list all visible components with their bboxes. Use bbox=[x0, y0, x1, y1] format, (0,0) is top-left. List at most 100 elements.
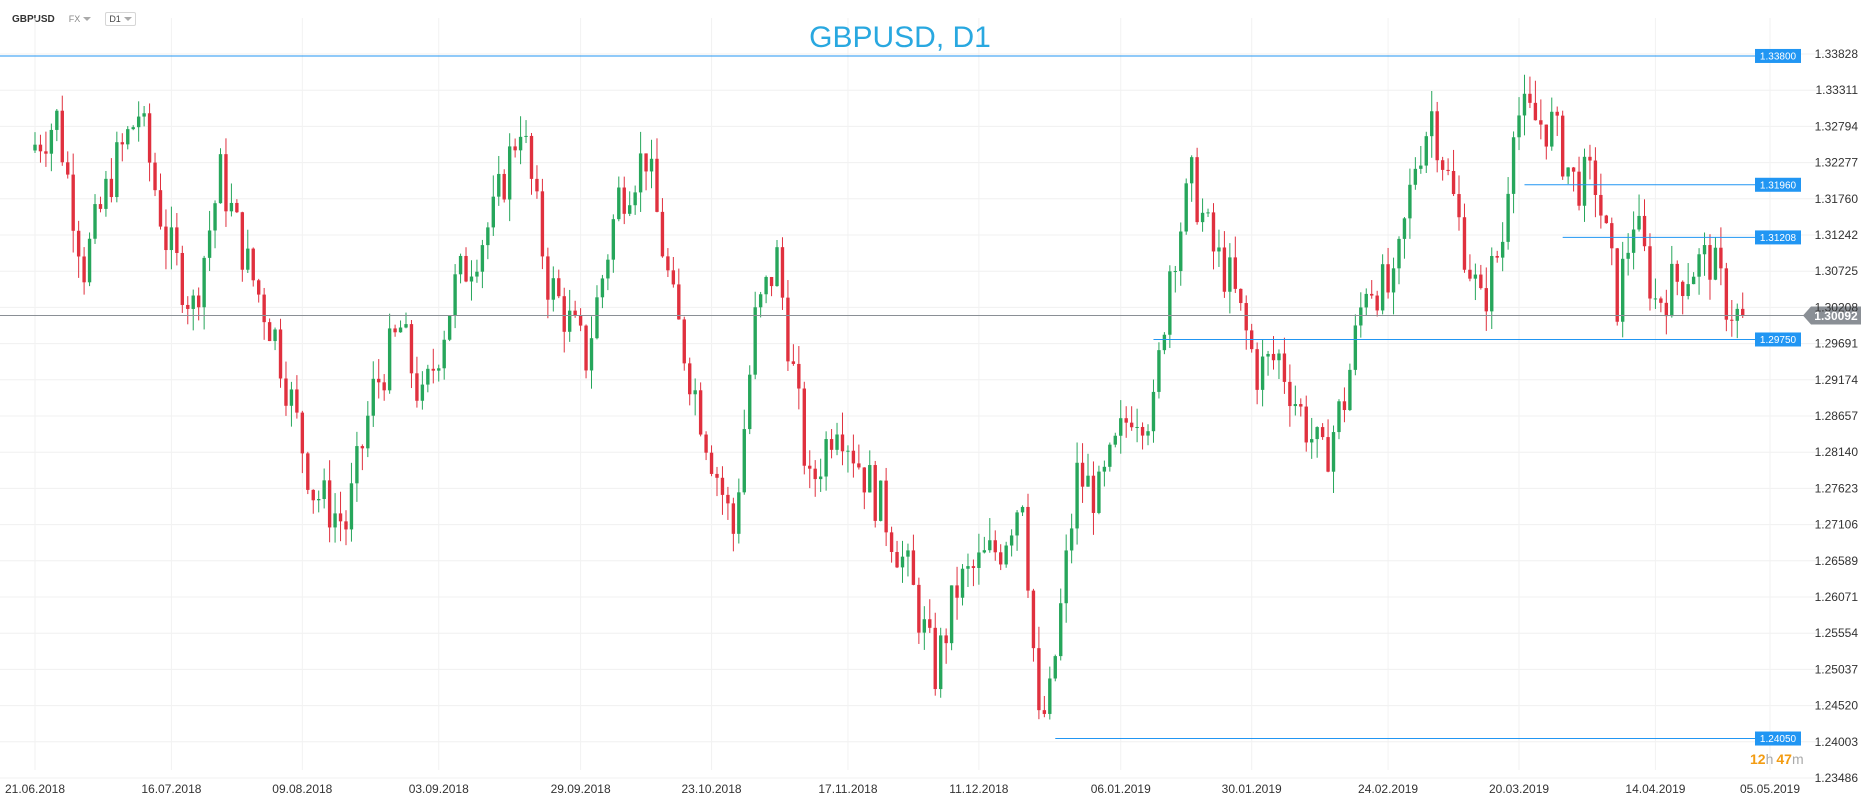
timeframe-dropdown[interactable]: D1 bbox=[105, 12, 136, 26]
candle-body bbox=[1271, 353, 1276, 361]
candle bbox=[1320, 423, 1325, 440]
bar-countdown: 12h 47m bbox=[1750, 751, 1804, 767]
candle-body bbox=[606, 259, 610, 279]
timeframe-dropdown-label: D1 bbox=[109, 14, 121, 24]
candle-body bbox=[1004, 545, 1008, 565]
candle bbox=[1495, 250, 1499, 263]
candle bbox=[1610, 217, 1614, 266]
candle-body bbox=[426, 368, 430, 385]
candle bbox=[1053, 654, 1057, 682]
candle-body bbox=[758, 294, 763, 308]
candle bbox=[1424, 131, 1428, 174]
candle-body bbox=[278, 329, 283, 379]
candle-body bbox=[1168, 271, 1172, 335]
candle bbox=[906, 543, 910, 577]
candle bbox=[1239, 288, 1243, 311]
candle-body bbox=[1266, 353, 1270, 357]
candle bbox=[535, 165, 539, 199]
candle-body bbox=[153, 162, 157, 191]
candle bbox=[878, 480, 883, 522]
candle-body bbox=[955, 585, 959, 598]
price-tick-label: 1.28140 bbox=[1815, 445, 1859, 459]
candle bbox=[1522, 74, 1527, 136]
candle-body bbox=[355, 446, 359, 484]
candle bbox=[1271, 336, 1276, 370]
candle-body bbox=[868, 465, 872, 493]
level-tag-label: 1.31960 bbox=[1760, 180, 1797, 191]
level-line[interactable]: 1.31960 bbox=[1524, 177, 1801, 192]
candle bbox=[999, 544, 1003, 571]
candle-body bbox=[1364, 293, 1368, 308]
candle-body bbox=[726, 494, 730, 504]
candle-body bbox=[229, 202, 234, 212]
candle bbox=[1059, 588, 1063, 661]
level-tag bbox=[1755, 332, 1801, 347]
candle bbox=[235, 199, 239, 214]
candle bbox=[169, 206, 174, 270]
level-tag-label: 1.33800 bbox=[1760, 51, 1797, 62]
candle bbox=[131, 125, 135, 131]
candle bbox=[928, 599, 932, 633]
level-line[interactable]: 1.33800 bbox=[0, 48, 1801, 63]
candle bbox=[764, 275, 768, 304]
candle bbox=[720, 466, 725, 515]
symbol-label: GBPUSD bbox=[12, 13, 55, 25]
candle-body bbox=[486, 227, 490, 246]
price-axis[interactable]: 1.33828 1.33311 1.32794 1.32277 1.31760 1.312… bbox=[1815, 47, 1859, 785]
date-tick-label: 20.03.2019 bbox=[1489, 782, 1549, 796]
candle-body bbox=[649, 158, 654, 172]
candle-body bbox=[829, 439, 834, 450]
date-tick-label: 06.01.2019 bbox=[1091, 782, 1151, 796]
candle-body bbox=[1097, 471, 1101, 513]
candle bbox=[1555, 106, 1559, 136]
candle-body bbox=[1511, 137, 1516, 194]
candle bbox=[1490, 247, 1494, 329]
candle-body bbox=[878, 480, 883, 521]
level-line[interactable]: 1.29750 bbox=[1153, 332, 1801, 347]
level-line[interactable]: 1.31208 bbox=[1562, 230, 1801, 245]
candle bbox=[1440, 156, 1445, 181]
candle bbox=[802, 381, 806, 475]
candle-body bbox=[71, 174, 75, 231]
candle-body bbox=[1211, 212, 1216, 252]
candle-body bbox=[578, 315, 583, 326]
candle-body bbox=[420, 384, 425, 401]
candle-body bbox=[1189, 157, 1194, 184]
date-axis[interactable]: 21.06.2018 16.07.2018 09.08.2018 03.09.2018… bbox=[5, 782, 1800, 796]
candle-body bbox=[1048, 678, 1052, 714]
candle-body bbox=[617, 187, 621, 220]
candle bbox=[742, 409, 746, 495]
candle-body bbox=[60, 110, 64, 163]
candle-body bbox=[98, 204, 103, 209]
candle-body bbox=[93, 204, 97, 239]
candle-body bbox=[175, 227, 179, 253]
candle bbox=[469, 260, 474, 301]
candle bbox=[835, 422, 839, 456]
candle-body bbox=[475, 271, 479, 277]
candle-body bbox=[982, 550, 987, 553]
market-dropdown[interactable]: FX bbox=[65, 12, 96, 26]
candle bbox=[33, 132, 37, 154]
level-line[interactable]: 1.24050 bbox=[1055, 731, 1801, 746]
candle bbox=[1157, 342, 1161, 399]
candle-body bbox=[66, 162, 70, 175]
candle bbox=[562, 287, 566, 353]
candle-body bbox=[1648, 246, 1652, 299]
candle bbox=[1359, 292, 1363, 338]
candle bbox=[147, 103, 152, 182]
candle-body bbox=[1370, 293, 1374, 296]
price-tick-label: 1.27106 bbox=[1815, 518, 1859, 532]
candle-body bbox=[1708, 245, 1712, 280]
candle bbox=[1048, 666, 1052, 720]
candle-body bbox=[87, 238, 92, 283]
candle-body bbox=[1675, 263, 1679, 282]
candle bbox=[229, 183, 234, 217]
candle bbox=[1615, 247, 1619, 326]
candle bbox=[818, 458, 823, 492]
candle-body bbox=[218, 154, 223, 204]
candle-body bbox=[900, 556, 905, 568]
candle-body bbox=[1304, 406, 1308, 443]
candle bbox=[322, 468, 326, 509]
candle-body bbox=[600, 278, 605, 298]
